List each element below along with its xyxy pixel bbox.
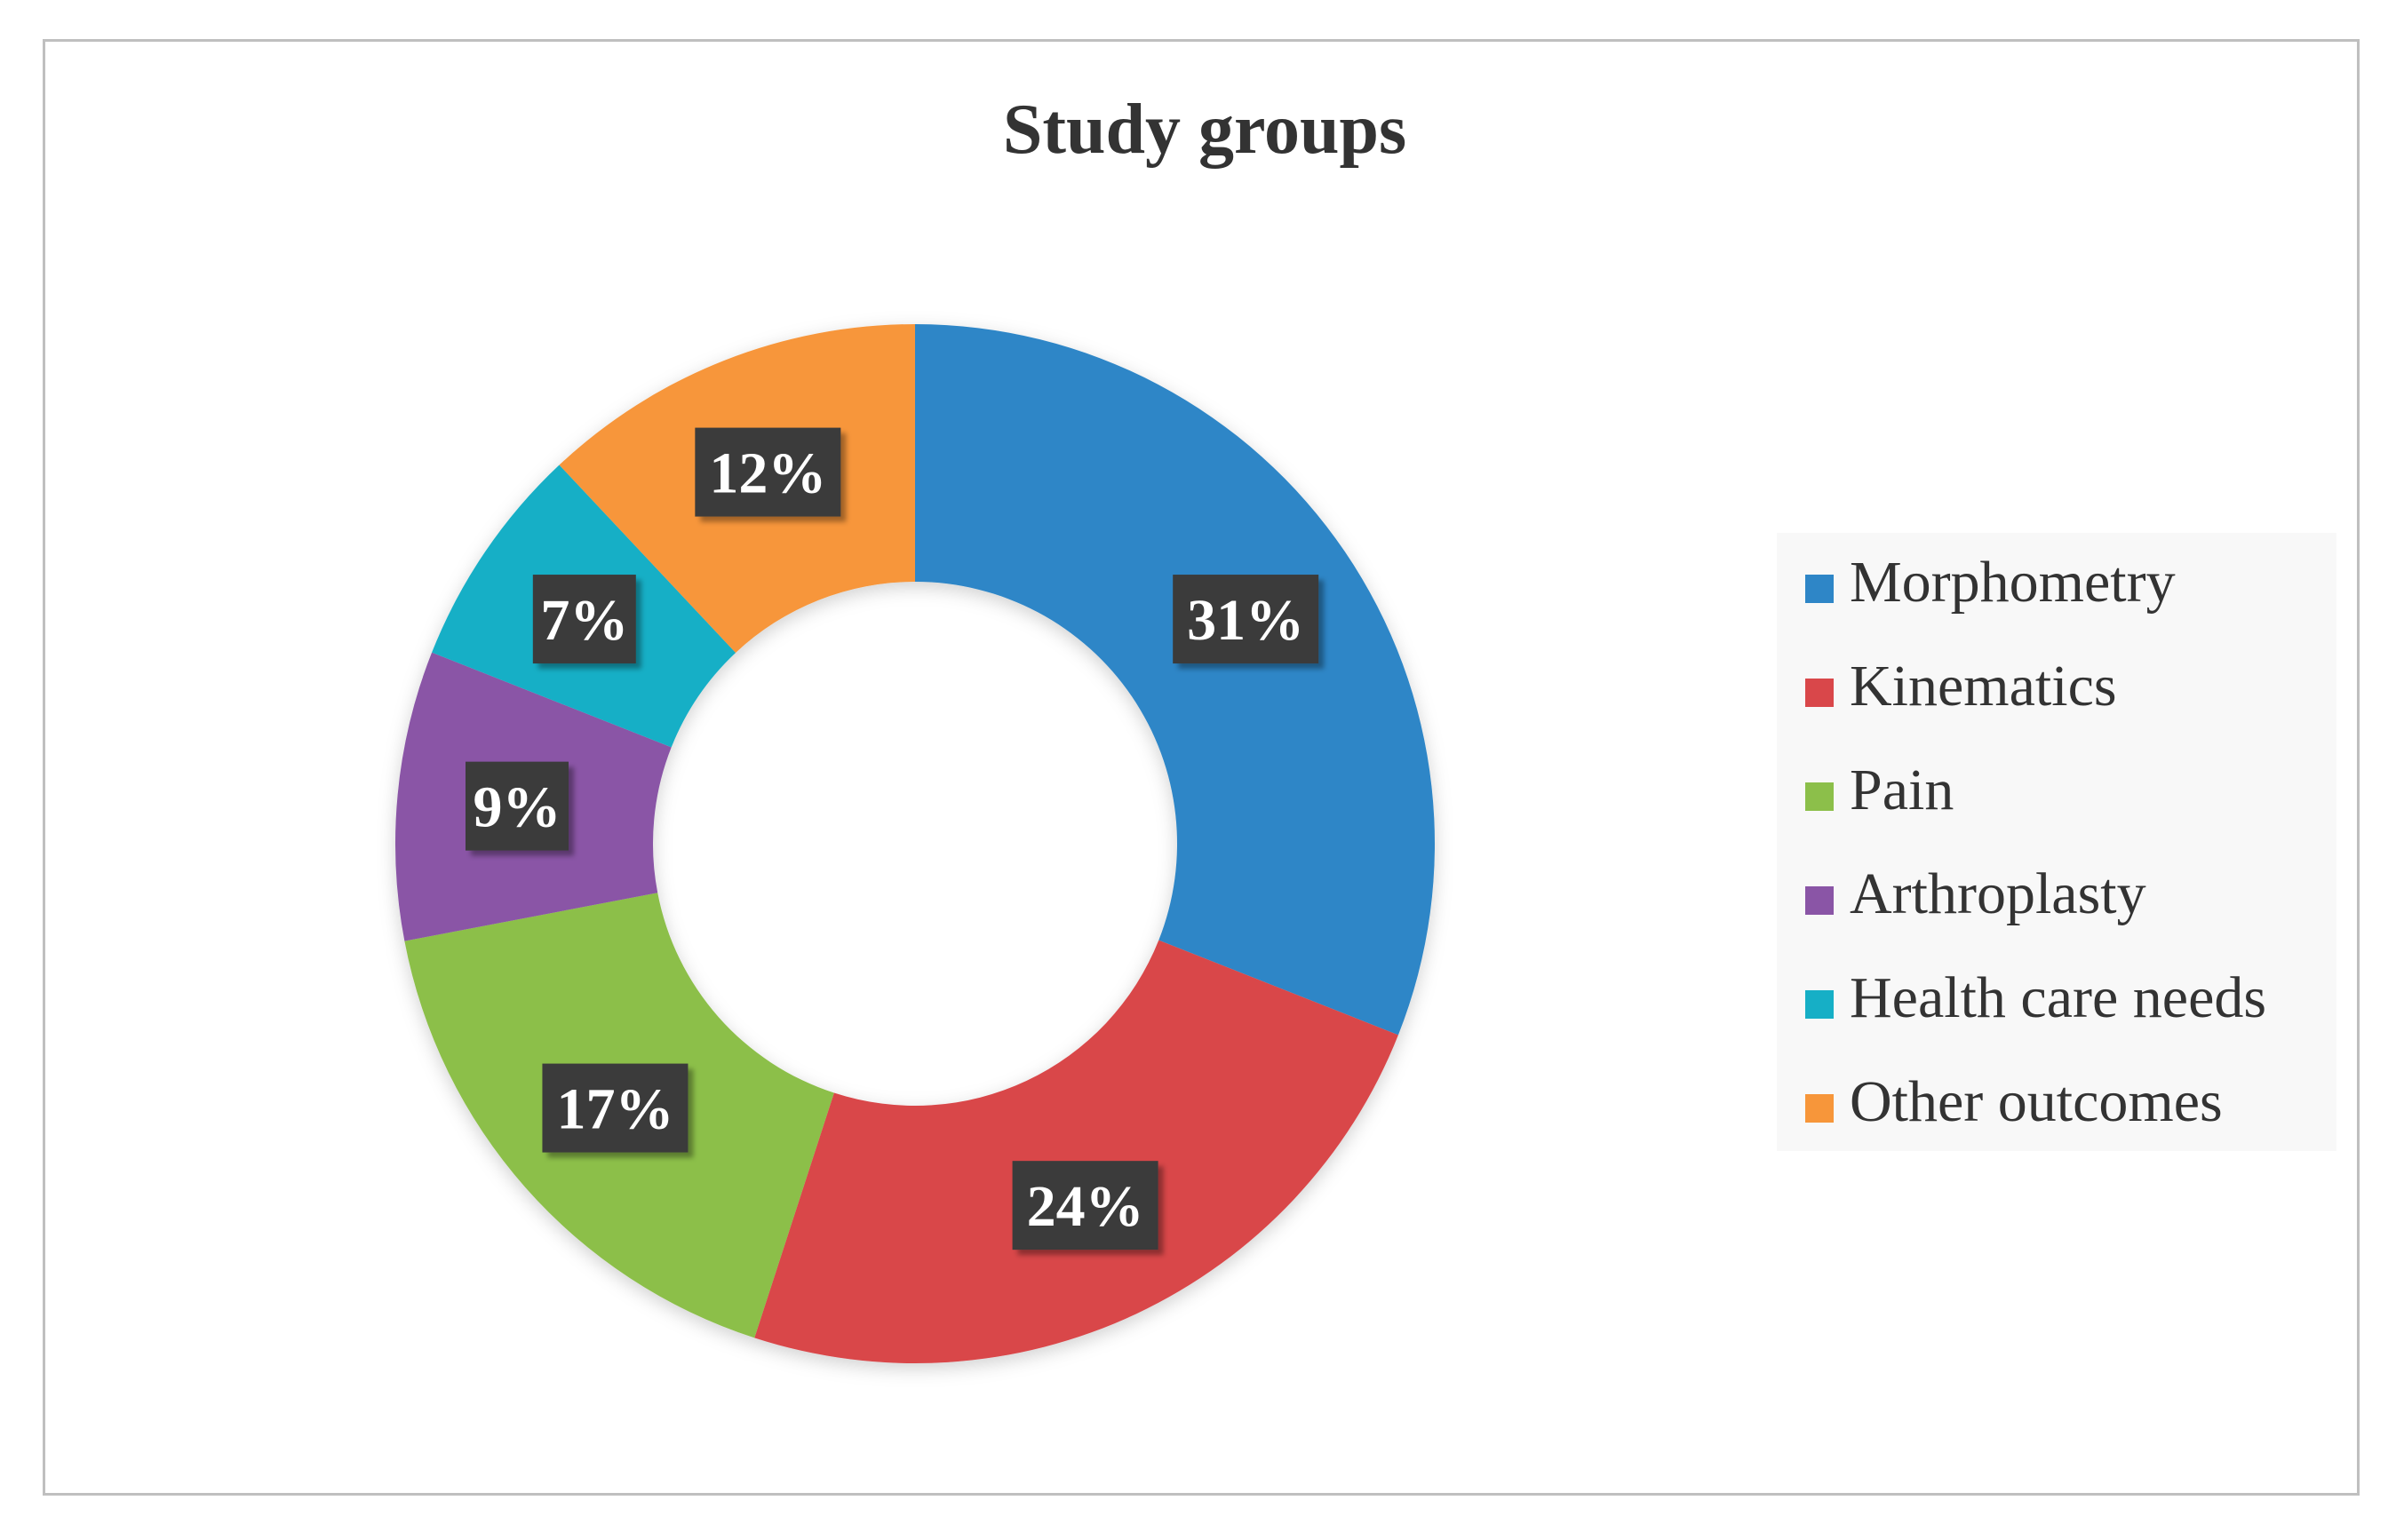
data-label-text: 7% — [540, 588, 628, 653]
data-label-box — [532, 575, 636, 664]
data-label-box — [695, 427, 841, 517]
data-label-arthroplasty: 9% — [465, 761, 569, 851]
legend-swatch — [1805, 1094, 1834, 1123]
legend-item-kinematics: Kinematics — [1805, 654, 2117, 718]
legend-swatch — [1805, 886, 1834, 915]
legend-swatch — [1805, 575, 1834, 603]
legend-label: Arthroplasty — [1850, 861, 2146, 926]
legend-swatch — [1805, 782, 1834, 811]
legend-label: Pain — [1850, 758, 1954, 822]
data-label-text: 17% — [556, 1077, 673, 1142]
slice-morphometry — [915, 324, 1435, 1036]
data-label-health-care-needs: 7% — [532, 575, 636, 664]
legend-label: Morphometry — [1850, 550, 2176, 615]
data-label-text: 9% — [473, 775, 561, 840]
data-label-kinematics: 24% — [1012, 1161, 1158, 1250]
legend-item-health-care-needs: Health care needs — [1805, 965, 2266, 1030]
data-label-morphometry: 31% — [1173, 575, 1319, 664]
legend-item-arthroplasty: Arthroplasty — [1805, 861, 2146, 926]
data-label-text: 12% — [709, 441, 826, 506]
slices-layer — [395, 324, 1435, 1363]
data-labels-layer: 31% 24% 17% 9% 7% 12% — [465, 427, 1319, 1250]
legend-item-pain: Pain — [1805, 758, 1954, 822]
legend-item-other-outcomes: Other outcomes — [1805, 1069, 2223, 1134]
data-label-other-outcomes: 12% — [695, 427, 841, 517]
legend: Morphometry Kinematics Pain Arthroplasty Hea… — [1777, 533, 2336, 1151]
legend-label: Other outcomes — [1850, 1069, 2223, 1134]
data-label-pain: 17% — [542, 1063, 689, 1153]
slice-kinematics — [754, 940, 1398, 1363]
legend-label: Health care needs — [1850, 965, 2266, 1030]
data-label-box — [542, 1063, 689, 1153]
data-label-text: 24% — [1027, 1174, 1144, 1239]
legend-swatch — [1805, 990, 1834, 1019]
data-label-box — [1012, 1161, 1158, 1250]
data-label-text: 31% — [1187, 588, 1304, 653]
legend-background — [1777, 533, 2336, 1151]
legend-swatch — [1805, 679, 1834, 707]
legend-label: Kinematics — [1850, 654, 2117, 718]
data-label-box — [1173, 575, 1319, 664]
chart-title: Study groups — [1003, 91, 1406, 169]
legend-item-morphometry: Morphometry — [1805, 550, 2176, 615]
data-label-box — [465, 761, 569, 851]
